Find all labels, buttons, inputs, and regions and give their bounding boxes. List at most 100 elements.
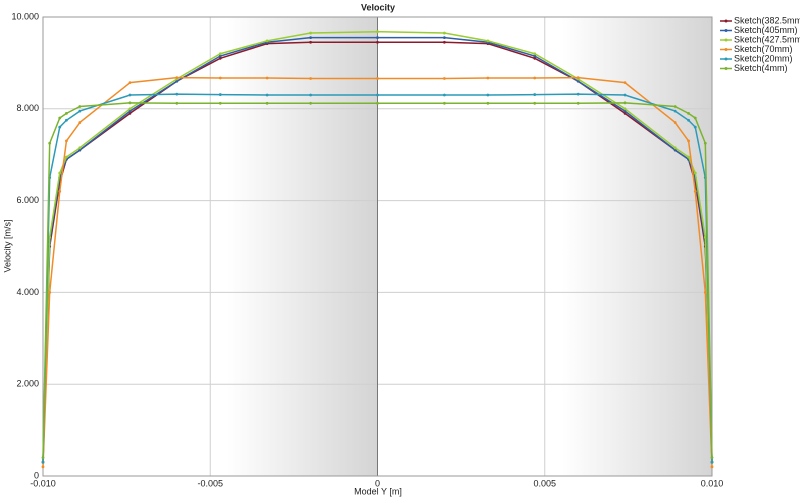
x-tick-label: 0.010 bbox=[701, 478, 724, 488]
data-point bbox=[65, 155, 68, 159]
data-point bbox=[58, 190, 62, 193]
legend-label: Sketch(4mm) bbox=[734, 63, 788, 73]
data-point bbox=[710, 456, 714, 460]
chart-title: Velocity bbox=[361, 2, 395, 12]
data-point bbox=[175, 79, 179, 83]
data-point bbox=[265, 39, 269, 43]
data-point bbox=[265, 101, 269, 105]
data-point bbox=[693, 116, 697, 120]
data-point bbox=[673, 109, 677, 113]
data-point bbox=[533, 54, 537, 58]
data-point bbox=[175, 101, 179, 105]
y-tick-label: 0 bbox=[34, 470, 39, 480]
data-point bbox=[128, 111, 132, 115]
data-point bbox=[78, 121, 82, 124]
data-point bbox=[376, 93, 379, 97]
data-point bbox=[65, 118, 68, 122]
data-point bbox=[41, 460, 45, 464]
data-point bbox=[443, 36, 446, 40]
data-point bbox=[128, 109, 132, 113]
data-point bbox=[533, 101, 537, 105]
data-point bbox=[486, 76, 490, 80]
data-point bbox=[58, 125, 62, 129]
data-point bbox=[376, 101, 379, 105]
data-point bbox=[576, 79, 580, 83]
legend-marker bbox=[724, 57, 728, 61]
data-point bbox=[309, 40, 312, 44]
data-point bbox=[710, 465, 714, 469]
x-tick-label: 0.005 bbox=[533, 478, 556, 488]
data-point bbox=[128, 81, 132, 85]
data-point bbox=[673, 121, 677, 124]
data-point bbox=[486, 93, 490, 97]
data-point bbox=[65, 111, 68, 115]
data-point bbox=[673, 105, 677, 108]
data-point bbox=[128, 93, 132, 97]
data-point bbox=[309, 77, 312, 80]
data-point bbox=[218, 56, 222, 60]
data-point bbox=[309, 93, 312, 97]
data-point bbox=[623, 111, 627, 115]
y-tick-label: 6.000 bbox=[16, 195, 39, 205]
x-axis-label: Model Y [m] bbox=[354, 486, 402, 496]
x-tick-label: 0 bbox=[375, 478, 380, 488]
data-point bbox=[376, 40, 379, 44]
plot-border bbox=[42, 16, 713, 477]
data-point bbox=[703, 141, 707, 145]
data-point bbox=[710, 460, 714, 464]
legend-label: Sketch(70mm) bbox=[734, 44, 793, 54]
data-point bbox=[78, 148, 82, 152]
data-point bbox=[218, 101, 222, 105]
data-point bbox=[673, 146, 677, 150]
data-point bbox=[576, 76, 580, 79]
data-point bbox=[78, 146, 82, 150]
data-point bbox=[533, 93, 537, 96]
legend-label: Sketch(382.5mm) bbox=[734, 15, 800, 25]
data-point bbox=[265, 76, 269, 80]
data-point bbox=[576, 101, 580, 105]
data-point bbox=[376, 36, 379, 40]
legend-label: Sketch(405mm) bbox=[734, 25, 798, 35]
data-point bbox=[687, 111, 690, 115]
data-point bbox=[443, 77, 446, 80]
data-point bbox=[128, 101, 132, 105]
legend-marker bbox=[724, 19, 728, 23]
data-point bbox=[309, 31, 312, 35]
y-axis-label: Velocity [m/s] bbox=[2, 219, 12, 272]
data-point bbox=[376, 77, 379, 80]
legend-marker bbox=[724, 38, 728, 42]
y-tick-label: 2.000 bbox=[16, 379, 39, 389]
data-point bbox=[65, 139, 68, 143]
data-point bbox=[218, 76, 222, 80]
data-point bbox=[693, 125, 697, 129]
legend-marker bbox=[724, 29, 728, 32]
data-point bbox=[376, 30, 379, 34]
data-point bbox=[533, 76, 537, 80]
data-point bbox=[48, 141, 52, 145]
data-point bbox=[41, 456, 45, 460]
data-point bbox=[693, 171, 697, 175]
data-point bbox=[703, 291, 707, 294]
data-point bbox=[693, 190, 697, 193]
data-point bbox=[623, 107, 627, 111]
data-point bbox=[687, 118, 690, 122]
x-tick-label: -0.005 bbox=[197, 478, 223, 488]
x-tick-label: -0.010 bbox=[30, 478, 56, 488]
legend-marker bbox=[724, 67, 728, 70]
data-point bbox=[78, 105, 82, 108]
data-point bbox=[78, 109, 82, 113]
data-point bbox=[58, 116, 62, 120]
data-point bbox=[673, 148, 677, 152]
data-point bbox=[48, 291, 52, 294]
data-point bbox=[218, 93, 222, 96]
data-point bbox=[623, 109, 627, 113]
data-point bbox=[309, 36, 312, 40]
y-tick-label: 10.000 bbox=[11, 11, 39, 21]
data-point bbox=[41, 465, 45, 469]
data-point bbox=[687, 139, 690, 143]
data-point bbox=[58, 171, 62, 175]
legend-marker bbox=[724, 48, 728, 51]
data-point bbox=[623, 81, 627, 85]
data-point bbox=[218, 52, 222, 56]
